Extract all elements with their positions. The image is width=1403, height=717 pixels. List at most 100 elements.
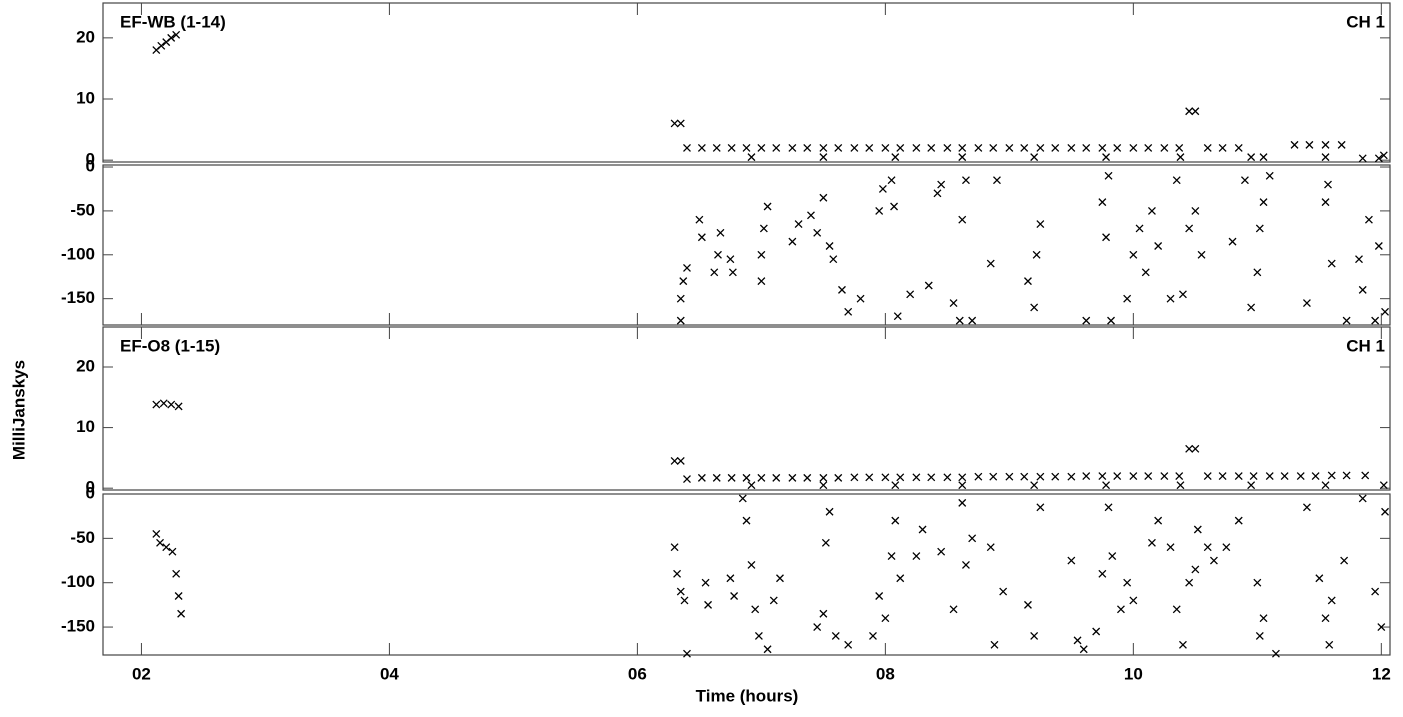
data-point	[1377, 623, 1386, 632]
data-point	[958, 473, 967, 482]
data-point	[1305, 140, 1314, 149]
data-point	[891, 481, 900, 490]
data-point	[825, 242, 834, 250]
data-point	[1191, 565, 1200, 574]
data-point	[1102, 153, 1111, 162]
data-point	[869, 631, 877, 640]
data-point	[1209, 556, 1218, 565]
data-point	[958, 481, 967, 490]
data-point	[943, 473, 952, 482]
data-point	[819, 481, 828, 490]
data-point	[759, 224, 768, 233]
sub-panel-frame	[102, 493, 1391, 656]
data-point	[1092, 627, 1101, 636]
data-point	[1160, 472, 1169, 481]
data-point	[1271, 649, 1280, 658]
data-point	[1259, 198, 1268, 207]
data-point	[747, 561, 756, 569]
data-point	[933, 189, 942, 198]
data-point	[1020, 472, 1029, 481]
data-point	[676, 316, 685, 325]
data-point	[1265, 171, 1274, 180]
data-point	[962, 561, 970, 569]
data-point	[670, 119, 679, 128]
data-point	[1379, 151, 1388, 160]
data-point	[813, 228, 822, 237]
y-tick-label: -100	[61, 244, 95, 263]
data-point	[670, 543, 679, 552]
data-point	[769, 596, 778, 605]
data-point	[1108, 552, 1117, 561]
data-point	[1191, 107, 1200, 116]
data-point	[712, 473, 721, 482]
data-point	[738, 494, 747, 503]
data-point	[896, 574, 905, 583]
data-point	[676, 294, 685, 303]
data-point	[747, 153, 756, 162]
data-point	[1129, 250, 1138, 259]
data-point	[819, 193, 828, 202]
data-point	[1030, 303, 1039, 312]
data-point	[1340, 556, 1349, 565]
data-point	[927, 143, 936, 152]
data-point	[1051, 472, 1060, 481]
data-point	[829, 255, 838, 264]
data-point	[1102, 481, 1111, 490]
data-point	[890, 202, 899, 211]
data-point	[1364, 215, 1373, 224]
data-point	[1185, 224, 1194, 233]
data-point	[1172, 605, 1181, 614]
data-point	[1234, 143, 1243, 152]
data-point	[1255, 631, 1264, 640]
data-point	[831, 631, 840, 640]
data-point	[1280, 472, 1289, 481]
data-point	[878, 185, 887, 193]
data-point	[819, 143, 828, 152]
data-point	[1073, 636, 1082, 645]
y-tick-label: 0	[86, 157, 95, 176]
data-point	[1082, 316, 1091, 325]
data-point	[726, 574, 735, 583]
data-point	[1005, 472, 1014, 481]
data-point	[990, 640, 999, 649]
data-point	[1144, 472, 1153, 481]
data-point	[1178, 640, 1187, 649]
data-point	[1175, 472, 1184, 481]
data-point	[1371, 316, 1380, 325]
y-tick-label: -50	[70, 200, 95, 219]
data-point	[1098, 198, 1107, 207]
data-point	[172, 30, 181, 39]
data-point	[670, 456, 679, 465]
data-point	[1020, 143, 1029, 152]
data-point	[1315, 574, 1324, 583]
data-point	[912, 473, 921, 482]
data-point	[1265, 472, 1274, 481]
channel-label: CH 1	[1346, 12, 1385, 31]
data-point	[1144, 143, 1153, 152]
x-axis-label: Time (hours)	[696, 686, 799, 705]
data-point	[680, 596, 689, 605]
data-point	[891, 516, 900, 525]
data-point	[1098, 143, 1107, 152]
data-point	[807, 211, 815, 220]
data-point	[1327, 259, 1336, 268]
data-point	[751, 605, 760, 614]
data-point	[1098, 569, 1107, 578]
data-point	[683, 143, 691, 152]
data-point	[1175, 143, 1184, 152]
data-point	[896, 473, 905, 482]
data-point	[788, 143, 797, 152]
data-point	[887, 176, 896, 185]
data-point	[1023, 600, 1032, 609]
data-point	[1036, 143, 1045, 152]
data-point	[989, 143, 998, 152]
data-point	[881, 143, 890, 152]
data-point	[757, 473, 766, 482]
data-point	[1358, 154, 1367, 163]
data-point	[1135, 224, 1144, 233]
data-point	[1358, 285, 1367, 294]
data-point	[856, 294, 865, 303]
data-point	[1203, 472, 1212, 481]
data-point	[875, 206, 884, 215]
